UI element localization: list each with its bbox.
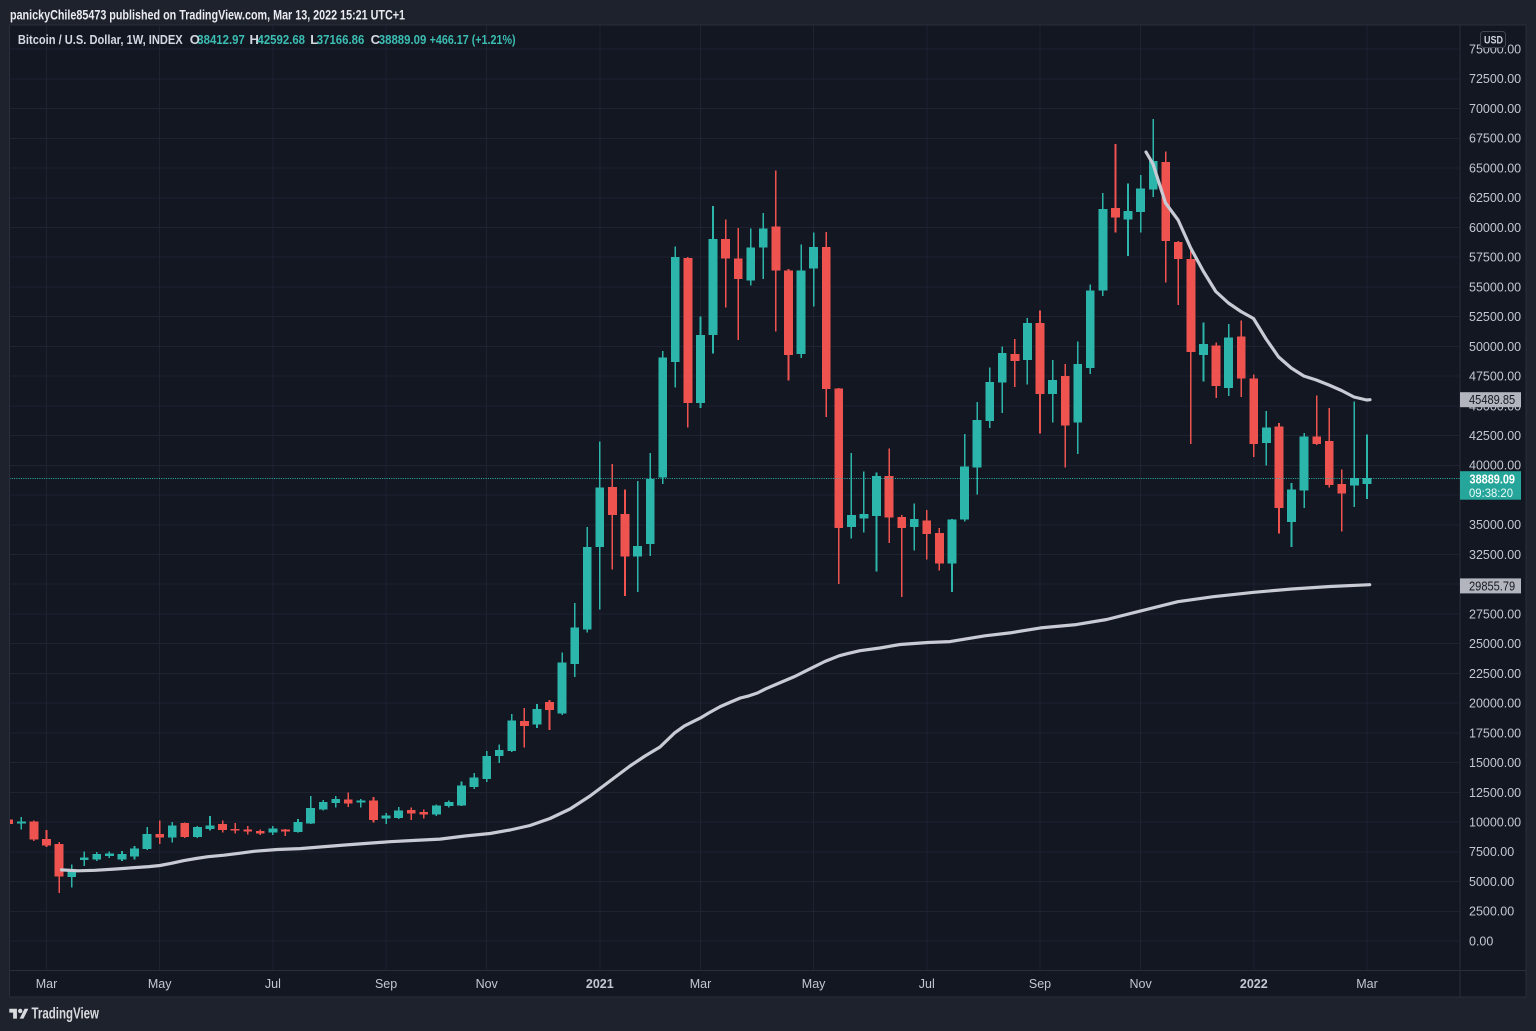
svg-text:62500.00: 62500.00	[1469, 191, 1521, 205]
svg-text:70000.00: 70000.00	[1469, 102, 1521, 116]
svg-text:55000.00: 55000.00	[1469, 280, 1521, 294]
svg-text:2021: 2021	[586, 977, 614, 991]
svg-text:Nov: Nov	[1129, 977, 1152, 991]
svg-text:2022: 2022	[1240, 977, 1268, 991]
svg-text:Nov: Nov	[476, 977, 499, 991]
svg-text:57500.00: 57500.00	[1469, 251, 1521, 265]
svg-text:52500.00: 52500.00	[1469, 310, 1521, 324]
svg-text:Mar: Mar	[1356, 977, 1378, 991]
svg-text:47500.00: 47500.00	[1469, 370, 1521, 384]
svg-text:65000.00: 65000.00	[1469, 161, 1521, 175]
svg-text:panickyChile85473 published on: panickyChile85473 published on TradingVi…	[10, 6, 405, 22]
svg-text:27500.00: 27500.00	[1469, 607, 1521, 621]
svg-text:O: O	[190, 32, 200, 47]
svg-text:Mar: Mar	[690, 977, 712, 991]
svg-text:15000.00: 15000.00	[1469, 756, 1521, 770]
svg-text:+466.17 (+1.21%): +466.17 (+1.21%)	[430, 32, 516, 47]
svg-text:Sep: Sep	[375, 977, 397, 991]
svg-text:09:38:20: 09:38:20	[1469, 486, 1513, 500]
svg-text:29855.79: 29855.79	[1469, 579, 1515, 593]
svg-text:H: H	[250, 32, 259, 47]
svg-text:60000.00: 60000.00	[1469, 221, 1521, 235]
svg-text:35000.00: 35000.00	[1469, 518, 1521, 532]
svg-text:Mar: Mar	[36, 977, 58, 991]
svg-text:72500.00: 72500.00	[1469, 72, 1521, 86]
svg-text:32500.00: 32500.00	[1469, 548, 1521, 562]
svg-text:10000.00: 10000.00	[1469, 816, 1521, 830]
svg-text:2500.00: 2500.00	[1469, 905, 1514, 919]
svg-text:40000.00: 40000.00	[1469, 459, 1521, 473]
svg-text:USD: USD	[1484, 35, 1503, 47]
svg-text:50000.00: 50000.00	[1469, 340, 1521, 354]
svg-text:22500.00: 22500.00	[1469, 667, 1521, 681]
svg-text:TradingView: TradingView	[32, 1005, 100, 1022]
svg-text:38889.09: 38889.09	[379, 32, 427, 47]
svg-text:Jul: Jul	[919, 977, 935, 991]
svg-text:May: May	[802, 977, 826, 991]
svg-text:38889.09: 38889.09	[1470, 472, 1516, 486]
svg-text:C: C	[371, 32, 381, 47]
svg-text:L: L	[310, 32, 318, 47]
svg-text:5000.00: 5000.00	[1469, 875, 1514, 889]
svg-text:20000.00: 20000.00	[1469, 697, 1521, 711]
svg-text:Bitcoin / U.S. Dollar, 1W, IND: Bitcoin / U.S. Dollar, 1W, INDEX	[18, 32, 183, 47]
svg-text:37166.86: 37166.86	[317, 32, 365, 47]
svg-text:67500.00: 67500.00	[1469, 132, 1521, 146]
svg-text:May: May	[148, 977, 172, 991]
svg-text:42592.68: 42592.68	[258, 32, 306, 47]
svg-text:42500.00: 42500.00	[1469, 429, 1521, 443]
svg-text:Jul: Jul	[265, 977, 281, 991]
svg-text:Sep: Sep	[1029, 977, 1051, 991]
svg-text:0.00: 0.00	[1469, 934, 1493, 948]
svg-text:38412.97: 38412.97	[197, 32, 245, 47]
svg-text:7500.00: 7500.00	[1469, 845, 1514, 859]
svg-text:45489.85: 45489.85	[1469, 393, 1515, 407]
svg-text:17500.00: 17500.00	[1469, 726, 1521, 740]
svg-text:12500.00: 12500.00	[1469, 786, 1521, 800]
svg-text:25000.00: 25000.00	[1469, 637, 1521, 651]
